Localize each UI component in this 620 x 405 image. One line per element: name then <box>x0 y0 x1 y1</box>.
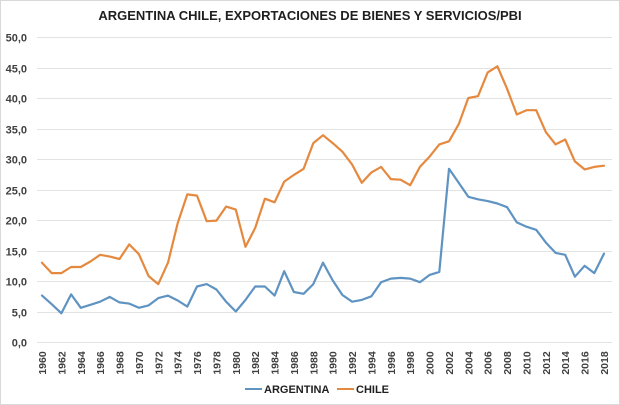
x-tick-label: 1992 <box>347 351 359 375</box>
gridlines <box>37 37 612 343</box>
x-tick-label: 1988 <box>308 351 320 375</box>
y-tick-label: 25,0 <box>6 186 27 198</box>
x-tick-label: 1984 <box>270 351 282 375</box>
y-tick-label: 15,0 <box>6 247 27 259</box>
y-tick-label: 50,0 <box>6 33 27 45</box>
x-tick-label: 2016 <box>580 351 592 375</box>
y-tick-label: 30,0 <box>6 155 27 167</box>
y-tick-label: 20,0 <box>6 216 27 228</box>
x-tick-label: 2004 <box>463 351 475 375</box>
chart-title: ARGENTINA CHILE, EXPORTACIONES DE BIENES… <box>98 8 521 23</box>
y-tick-label: 40,0 <box>6 94 27 106</box>
x-tick-label: 2018 <box>599 351 611 375</box>
x-tick-label: 1986 <box>289 351 301 375</box>
x-tick-label: 1970 <box>134 351 146 375</box>
x-tick-label: 1964 <box>76 351 88 375</box>
legend-item-chile[interactable]: CHILE <box>337 384 389 396</box>
y-axis-ticks: 0,0 5,0 10,0 15,0 20,0 25,0 30,0 35,0 40,0 45,0 50… <box>6 33 27 350</box>
y-tick-label: 10,0 <box>6 277 27 289</box>
legend-label-chile: CHILE <box>356 384 389 396</box>
legend-item-argentina[interactable]: ARGENTINA <box>245 384 329 396</box>
x-tick-label: 1974 <box>173 351 185 375</box>
y-tick-label: 0,0 <box>12 338 27 350</box>
x-tick-label: 1994 <box>366 351 378 375</box>
x-tick-label: 1960 <box>37 351 49 375</box>
x-tick-label: 1996 <box>386 351 398 375</box>
legend-label-argentina: ARGENTINA <box>264 384 329 396</box>
x-axis-ticks: 1960 1962 1964 1966 1968 1970 1972 1974 1976 1978… <box>37 351 611 375</box>
x-tick-label: 1966 <box>95 351 107 375</box>
x-tick-label: 1968 <box>115 351 127 375</box>
series-lines <box>40 65 606 315</box>
y-tick-label: 5,0 <box>12 308 27 320</box>
x-tick-label: 1972 <box>153 351 165 375</box>
x-tick-label: 2006 <box>483 351 495 375</box>
x-tick-label: 2008 <box>502 351 514 375</box>
x-tick-label: 1998 <box>405 351 417 375</box>
x-tick-label: 1982 <box>250 351 262 375</box>
x-tick-label: 2010 <box>521 351 533 375</box>
x-tick-label: 2014 <box>560 351 572 375</box>
x-tick-label: 2002 <box>444 351 456 375</box>
x-tick-label: 2012 <box>541 351 553 375</box>
y-tick-label: 35,0 <box>6 125 27 137</box>
x-tick-label: 1980 <box>231 351 243 375</box>
y-tick-label: 45,0 <box>6 64 27 76</box>
x-tick-label: 1962 <box>56 351 68 375</box>
x-tick-label: 1978 <box>211 351 223 375</box>
legend: ARGENTINA CHILE <box>245 384 389 396</box>
x-tick-label: 1976 <box>192 351 204 375</box>
x-tick-label: 1990 <box>328 351 340 375</box>
x-tick-label: 2000 <box>425 351 437 375</box>
